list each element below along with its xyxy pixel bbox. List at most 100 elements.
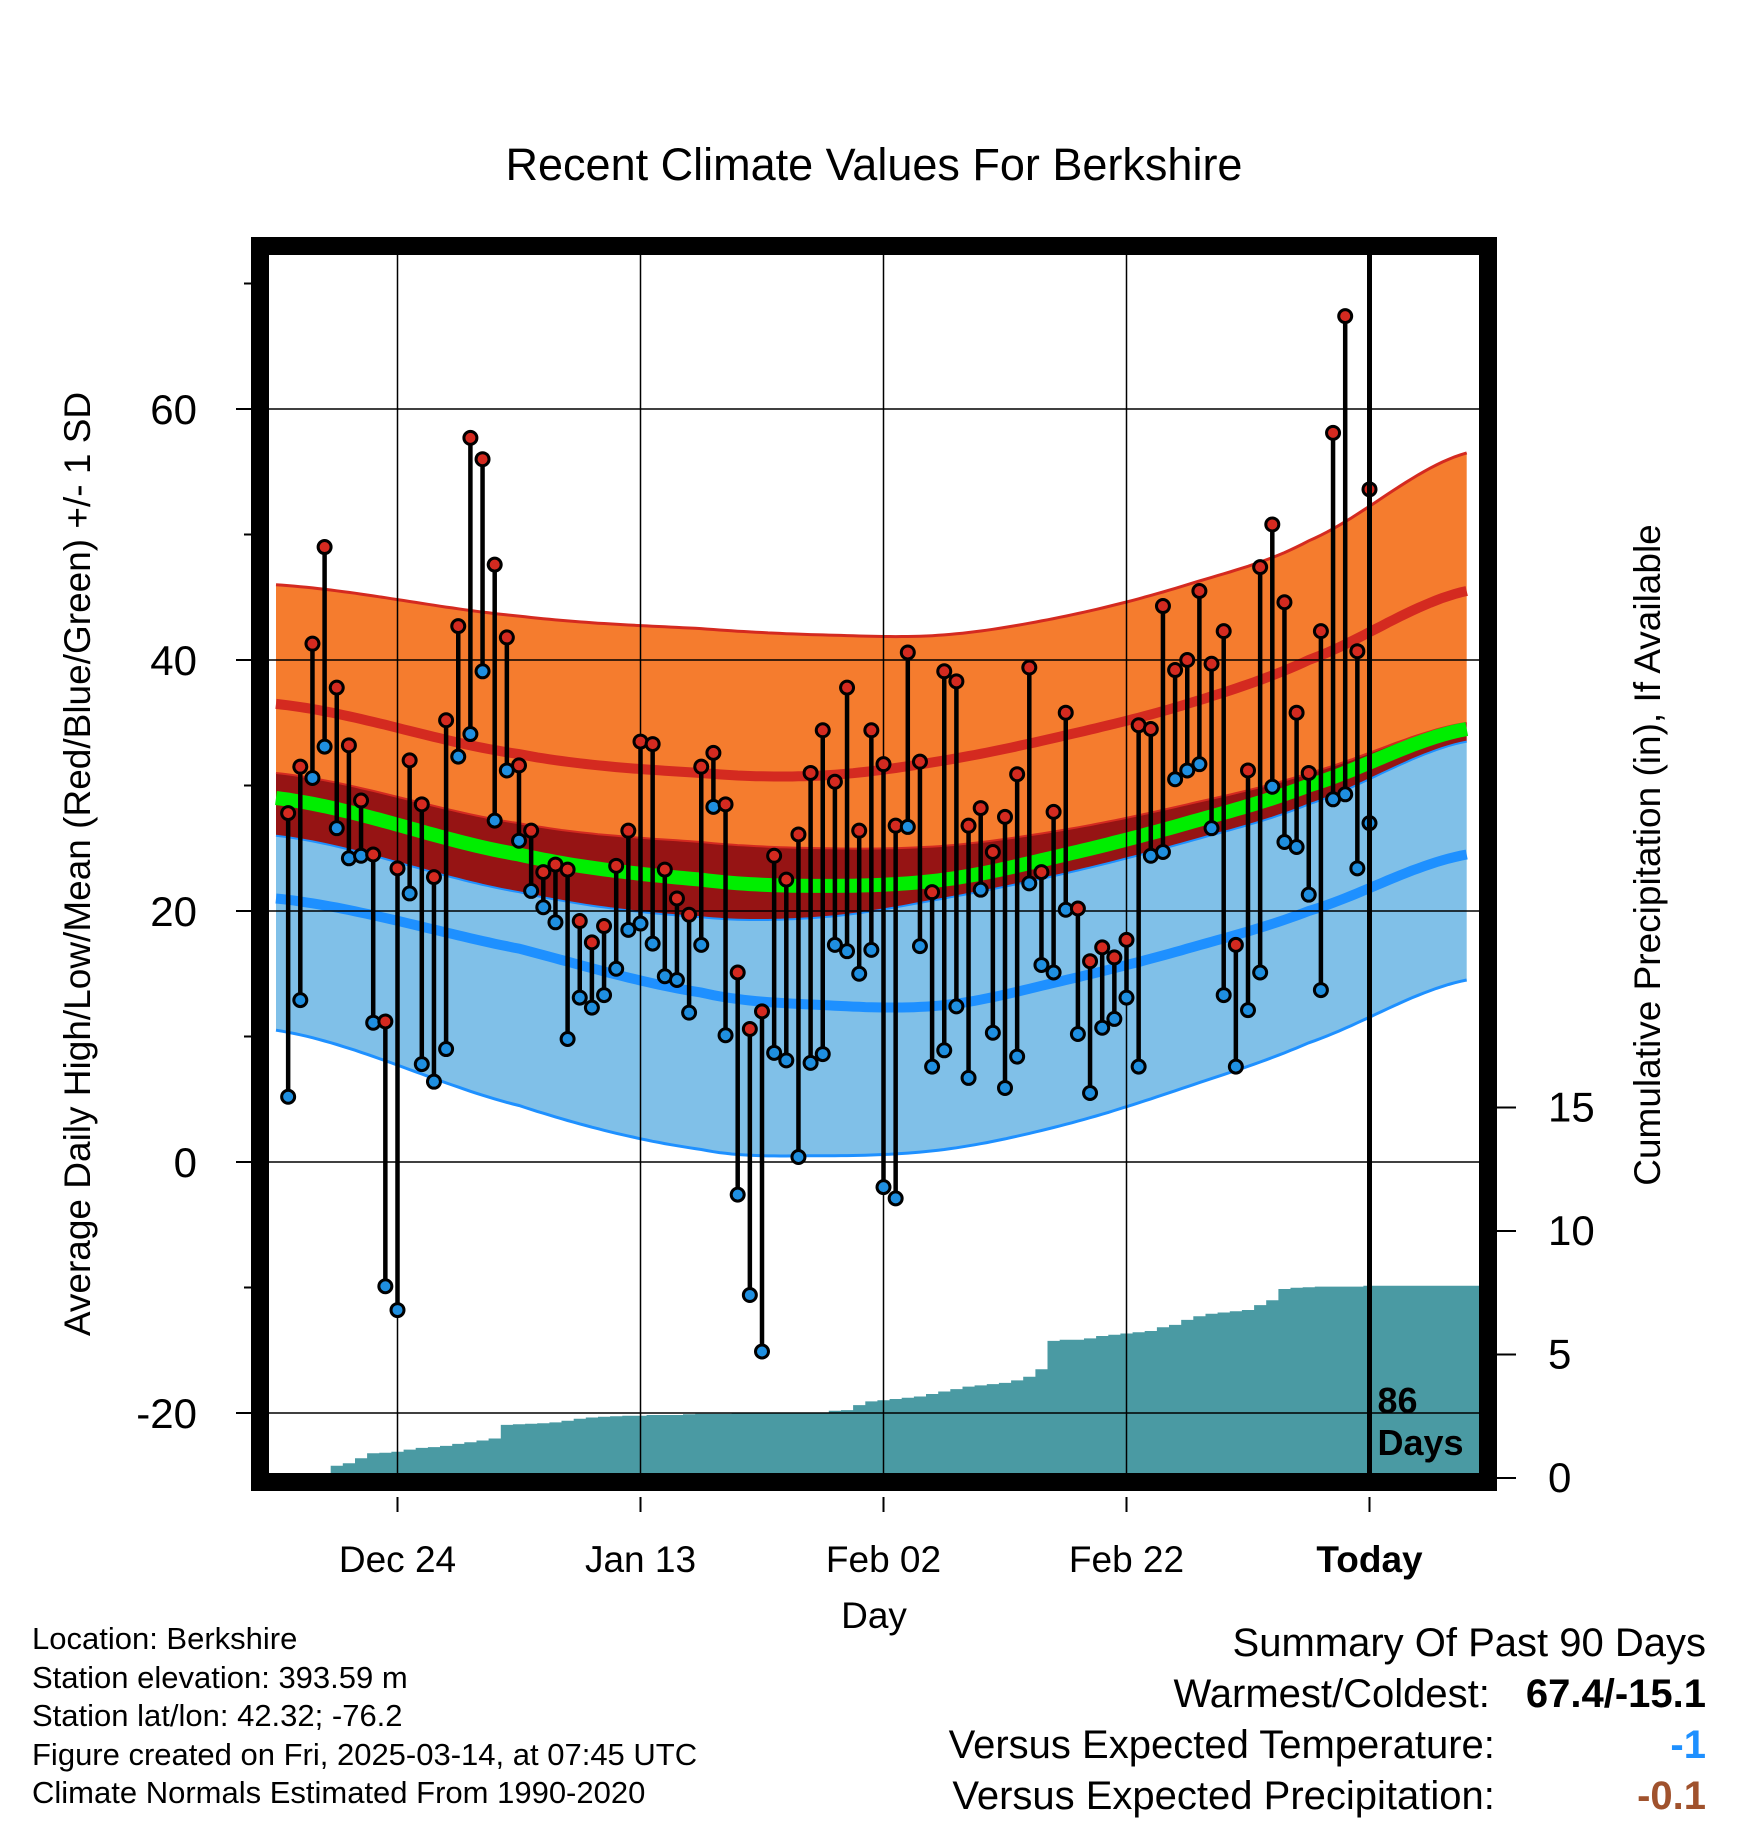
high-temp-point — [1227, 936, 1244, 953]
high-temp-point — [316, 539, 333, 556]
today-days-count: 86 — [1378, 1380, 1418, 1421]
high-temp-point — [778, 871, 795, 888]
high-temp-point — [608, 857, 625, 874]
low-temp-point — [292, 992, 309, 1009]
x-tick-label: Dec 24 — [339, 1539, 456, 1580]
high-temp-point — [1325, 424, 1342, 441]
low-temp-point — [1045, 964, 1062, 981]
latlon-text: Station lat/lon: 42.32; -76.2 — [32, 1698, 403, 1733]
high-temp-point — [863, 722, 880, 739]
temp-anomaly-label: Versus Expected Temperature: — [948, 1723, 1495, 1767]
low-temp-point — [911, 938, 928, 955]
today-days-label: Days — [1378, 1422, 1464, 1463]
precip-cumulative-area — [282, 1285, 1482, 1478]
high-temp-point — [1106, 949, 1123, 966]
high-temp-point — [693, 758, 710, 775]
precip-anomaly-value: -0.1 — [1637, 1774, 1706, 1818]
low-temp-point — [668, 972, 685, 989]
high-temp-point — [802, 764, 819, 781]
high-temp-point — [656, 861, 673, 878]
high-temp-point — [450, 618, 467, 635]
high-temp-point — [754, 1003, 770, 1020]
high-temp-point — [1337, 308, 1354, 325]
x-axis-label: Day — [841, 1595, 907, 1636]
low-temp-point — [438, 1041, 455, 1058]
low-temp-point — [559, 1031, 576, 1048]
low-temp-point — [851, 965, 868, 982]
low-temp-point — [425, 1073, 442, 1090]
low-temp-point — [924, 1058, 941, 1075]
low-temp-point — [729, 1186, 746, 1203]
high-temp-point — [389, 860, 406, 877]
high-temp-point — [377, 1013, 394, 1030]
low-temp-point — [596, 987, 613, 1004]
y-tick-label: 60 — [150, 386, 197, 433]
high-temp-point — [705, 744, 722, 761]
high-sd-band — [276, 452, 1467, 849]
warm-cold-value: 67.4/-15.1 — [1525, 1672, 1706, 1716]
low-temp-point — [839, 943, 856, 960]
high-temp-point — [559, 861, 576, 878]
high-temp-point — [620, 822, 637, 839]
high-temp-point — [1009, 766, 1026, 783]
low-temp-point — [1203, 820, 1220, 837]
low-temp-point — [1227, 1058, 1244, 1075]
low-temp-point — [1215, 987, 1232, 1004]
chart-title: Recent Climate Values For Berkshire — [506, 139, 1243, 190]
high-temp-point — [681, 906, 698, 923]
low-temp-point — [1069, 1025, 1086, 1042]
high-temp-point — [1300, 764, 1317, 781]
low-temp-point — [899, 818, 916, 835]
high-temp-point — [280, 805, 297, 822]
high-temp-point — [911, 753, 928, 770]
high-temp-point — [1312, 623, 1329, 640]
station-info: Location: Berkshire Station elevation: 3… — [32, 1620, 697, 1813]
low-temp-point — [1021, 875, 1038, 892]
high-temp-point — [997, 808, 1013, 825]
low-temp-point — [754, 1343, 770, 1360]
low-temp-point — [571, 989, 588, 1006]
low-temp-point — [450, 748, 467, 765]
low-temp-point — [766, 1044, 783, 1061]
low-temp-point — [1240, 1002, 1256, 1019]
low-temp-point — [997, 1079, 1013, 1096]
created-text: Figure created on Fri, 2025-03-14, at 07… — [32, 1736, 698, 1772]
low-temp-point — [583, 999, 600, 1016]
summary-warm-cold-row: Warmest/Coldest: 67.4/-15.1 — [949, 1669, 1707, 1720]
low-temp-point — [1033, 956, 1050, 973]
low-temp-point — [948, 998, 965, 1015]
low-temp-point — [863, 941, 880, 958]
high-temp-point — [413, 796, 430, 813]
low-temp-point — [389, 1302, 406, 1319]
low-temp-point — [1106, 1010, 1123, 1027]
y-tick-label: 20 — [150, 888, 197, 935]
high-temp-point — [1167, 662, 1184, 679]
low-temp-point — [547, 914, 564, 931]
high-temp-point — [1021, 659, 1038, 676]
low-temp-point — [511, 832, 527, 849]
plot-frame — [251, 237, 1497, 1491]
low-temp-point — [1191, 756, 1208, 773]
low-temp-point — [1179, 762, 1196, 779]
y2-axis-label: Cumulative Precipitation (in), If Availa… — [1627, 524, 1668, 1186]
high-temp-point — [511, 757, 527, 774]
high-temp-point — [1142, 721, 1159, 738]
low-temp-point — [802, 1054, 819, 1071]
high-temp-point — [1094, 939, 1111, 956]
y2-tick-label: 10 — [1548, 1207, 1595, 1254]
low-temp-point — [1337, 786, 1354, 803]
precipitation-area — [282, 1285, 1482, 1478]
low-temp-point — [1300, 886, 1317, 903]
high-temp-point — [790, 826, 807, 843]
high-temp-point — [425, 869, 442, 886]
low-temp-point — [280, 1088, 297, 1105]
high-temp-point — [1118, 931, 1135, 948]
high-temp-point — [924, 884, 941, 901]
low-mean-line — [275, 849, 1468, 1013]
high-temp-point — [1179, 652, 1196, 668]
low-temp-point — [1312, 982, 1329, 999]
y2-tick-label: 5 — [1548, 1331, 1571, 1378]
low-temp-point — [1118, 989, 1135, 1006]
summary-temp-row: Versus Expected Temperature: -1 — [949, 1720, 1706, 1771]
low-temp-point — [681, 1004, 698, 1021]
